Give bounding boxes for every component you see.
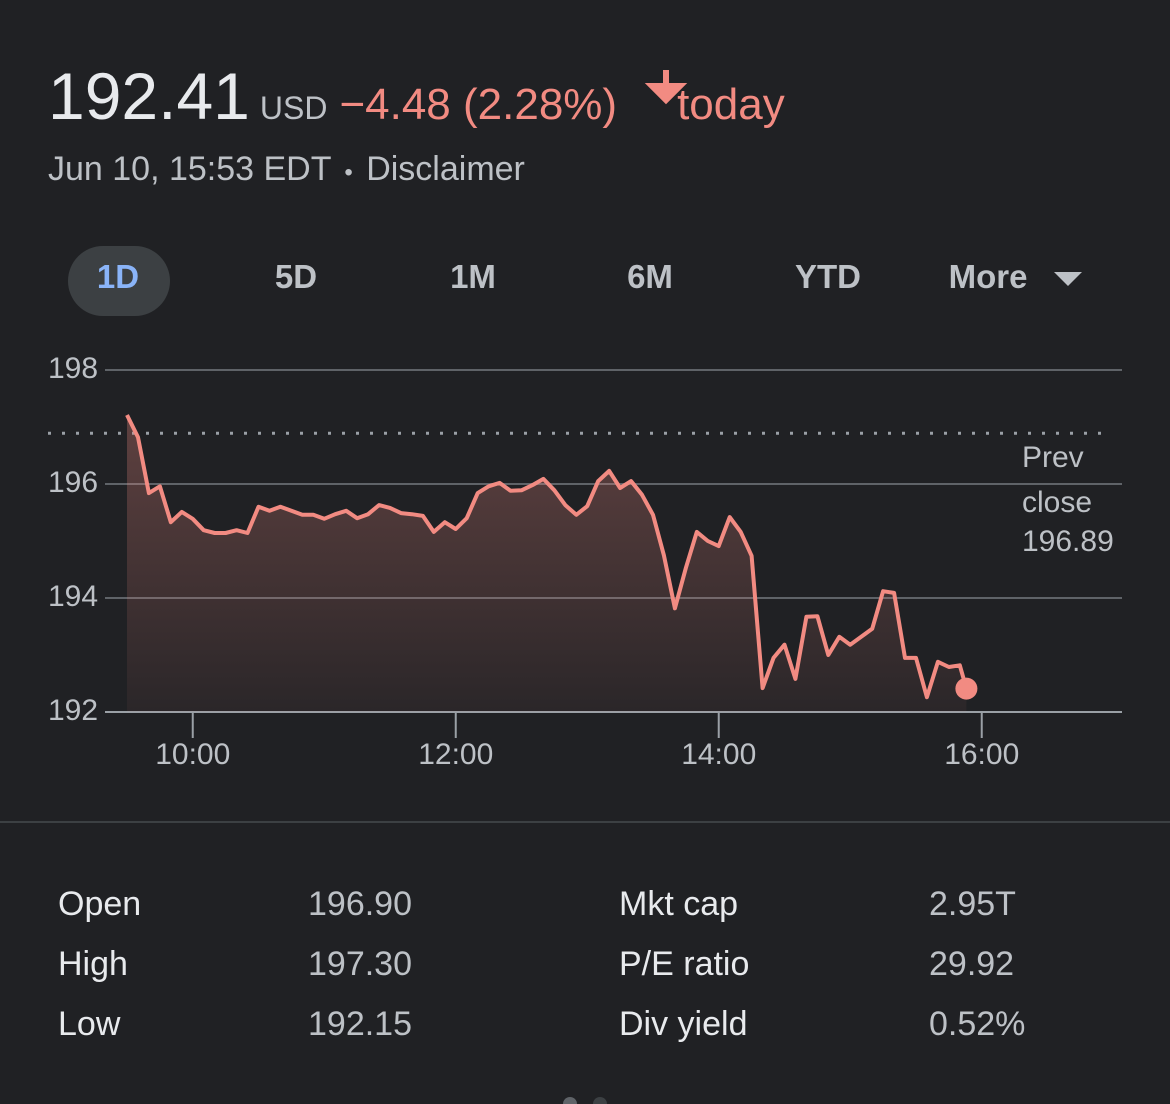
today: today (677, 80, 785, 129)
y-tick-label: 198 (48, 352, 98, 385)
dropdown-icon (1054, 272, 1082, 286)
stat-value: 192.15 (308, 1005, 412, 1043)
stat-value: 197.30 (308, 945, 412, 983)
tab[interactable]: YTD (795, 258, 861, 295)
area (127, 415, 967, 712)
tab[interactable]: 6M (627, 258, 673, 295)
stat-label: Open (58, 885, 142, 923)
x-tick-label: 14:00 (681, 738, 756, 771)
tab-selected-bg (68, 246, 170, 316)
page-dot (563, 1097, 577, 1104)
stat-value: 29.92 (929, 945, 1015, 983)
stat-label: Div yield (619, 1005, 748, 1043)
quote-header: 192.41 USD −4.48 (2.28%) today (48, 58, 785, 134)
y-tick-label: 194 (48, 580, 98, 613)
currency: USD (259, 90, 328, 126)
tab[interactable]: 1D (96, 258, 140, 295)
page-dot (593, 1097, 607, 1104)
disclaimer[interactable]: Disclaimer (366, 150, 525, 188)
change: −4.48 (2.28%) (339, 80, 618, 129)
separator: • (344, 159, 353, 186)
x-tick-label: 16:00 (944, 738, 1019, 771)
y-tick-label: 192 (48, 694, 98, 727)
stat-label: High (58, 945, 128, 983)
price-line (125, 414, 969, 700)
timestamp: Jun 10, 15:53 EDT (48, 150, 331, 188)
timestamp-row: Jun 10, 15:53 EDT • Disclaimer (48, 150, 525, 189)
last-point (955, 677, 978, 700)
tab[interactable]: 5D (274, 258, 318, 295)
down-arrow (644, 70, 688, 105)
prev-close-value: 196.89 (1022, 525, 1114, 558)
stat-label: Mkt cap (619, 885, 739, 923)
stat-value: 196.90 (308, 885, 412, 923)
x-tick-label: 12:00 (418, 738, 493, 771)
price: 192.41 (48, 59, 250, 133)
y-tick-label: 196 (48, 466, 98, 499)
tab[interactable]: 1M (450, 258, 496, 295)
stat-value: 0.52% (929, 1005, 1026, 1043)
x-tick-label: 10:00 (155, 738, 230, 771)
stat-label: Low (58, 1005, 121, 1043)
prev-close-label: Prev close (1022, 441, 1093, 519)
tab[interactable]: More (948, 258, 1028, 295)
stat-value: 2.95T (929, 885, 1016, 923)
stat-label: P/E ratio (619, 945, 750, 983)
